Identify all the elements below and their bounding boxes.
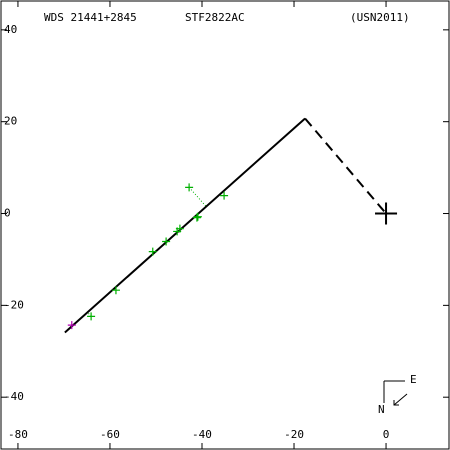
primary-star bbox=[375, 202, 398, 225]
data-point bbox=[192, 213, 201, 222]
chart-source: (USN2011) bbox=[350, 11, 410, 24]
compass-east-label: E bbox=[410, 373, 417, 386]
data-point bbox=[148, 247, 157, 256]
residual bbox=[87, 311, 92, 317]
y-tick-label: -20 bbox=[4, 298, 24, 311]
x-tick-label: -60 bbox=[100, 428, 120, 441]
data-point bbox=[220, 191, 229, 200]
orbit-line bbox=[64, 117, 306, 334]
data-point bbox=[67, 321, 76, 330]
x-tick-label: 0 bbox=[383, 428, 390, 441]
data-point bbox=[185, 183, 194, 192]
compass-north-label: N bbox=[378, 403, 385, 416]
x-tick-label: -80 bbox=[8, 428, 28, 441]
y-tick-label: 40 bbox=[4, 23, 17, 36]
data-point bbox=[87, 312, 96, 321]
x-tick-label: -40 bbox=[192, 428, 212, 441]
data-point bbox=[193, 212, 202, 221]
y-tick-label: -40 bbox=[4, 390, 24, 403]
compass-arrowhead bbox=[393, 400, 399, 406]
chart-title: WDS 21441+2845 bbox=[44, 11, 137, 24]
data-point bbox=[175, 224, 184, 233]
x-tick-label: -20 bbox=[284, 428, 304, 441]
node-line bbox=[304, 117, 387, 215]
y-tick-label: 20 bbox=[4, 115, 17, 128]
compass-arrow bbox=[393, 393, 408, 406]
residual bbox=[188, 187, 207, 207]
compass bbox=[383, 380, 408, 406]
y-tick-label: 0 bbox=[4, 207, 11, 220]
data-point bbox=[111, 286, 120, 295]
data-point bbox=[162, 237, 171, 246]
chart-subtitle: STF2822AC bbox=[185, 11, 245, 24]
